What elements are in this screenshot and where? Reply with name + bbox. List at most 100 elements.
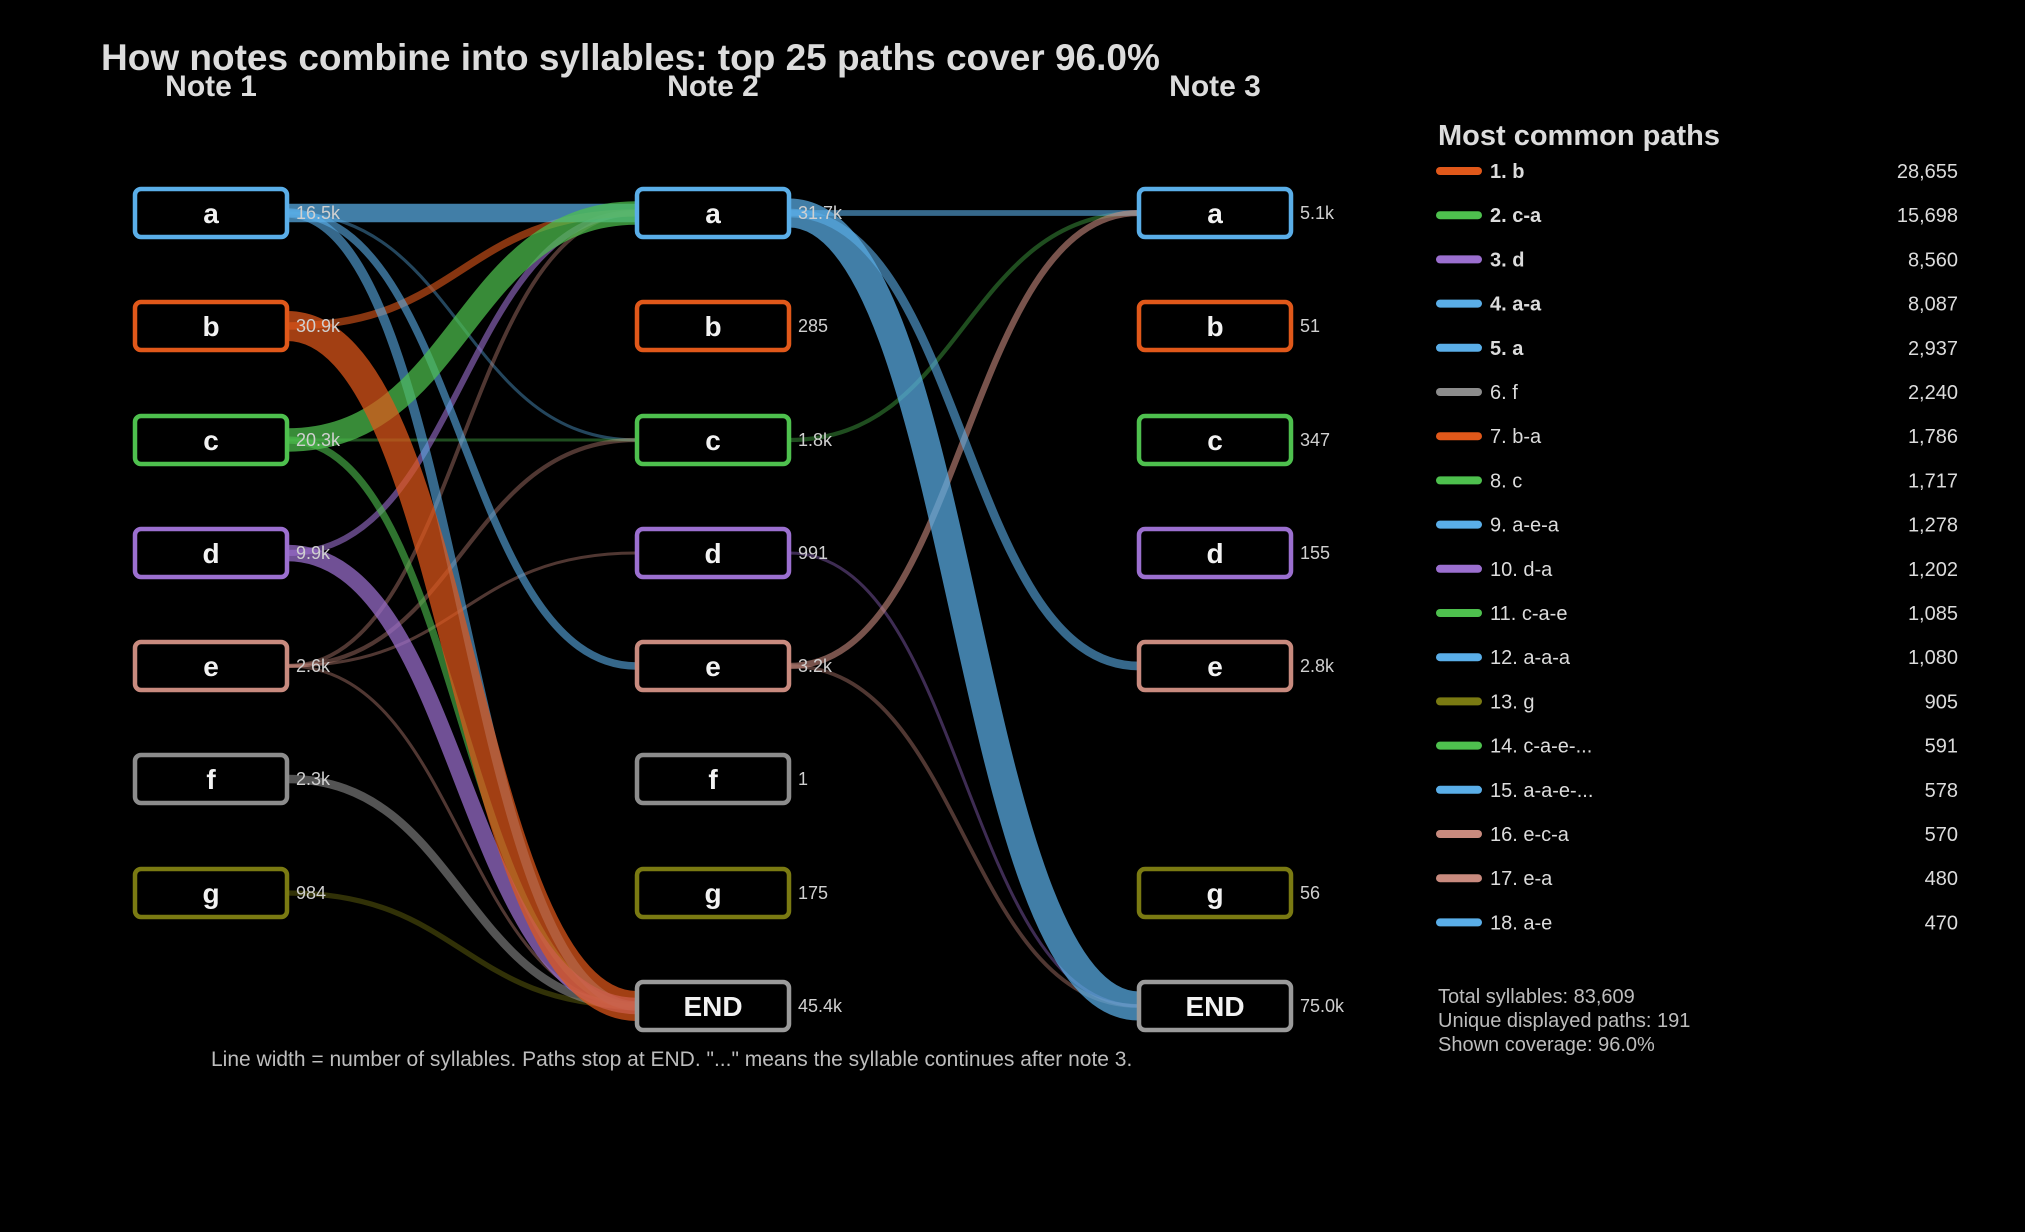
node-col2-c: c 1.8k	[634, 413, 833, 467]
node-label: f	[708, 764, 718, 795]
node-col1-a: a 16.5k	[132, 186, 341, 240]
node-count: 1.8k	[798, 430, 833, 450]
node-label: d	[704, 538, 721, 569]
legend-label: 4. a-a	[1490, 294, 1542, 316]
node-count: 45.4k	[798, 996, 843, 1016]
link-col2-c-to-a	[788, 210, 1140, 443]
legend-item: 5. a 2,937	[1436, 338, 1958, 360]
node-count: 16.5k	[296, 203, 341, 223]
node-col3-d: d 155	[1136, 526, 1330, 580]
node-label: e	[203, 651, 219, 682]
column-header-1: Note 1	[165, 70, 257, 103]
legend-item: 13. g 905	[1436, 691, 1958, 713]
link-col1-c-to-a	[286, 201, 638, 452]
node-label: e	[1207, 651, 1223, 682]
legend-value: 2,937	[1908, 338, 1958, 360]
legend-item: 15. a-a-e-... 578	[1436, 780, 1958, 802]
legend-label: 2. c-a	[1490, 205, 1542, 227]
node-col2-g: g 175	[634, 866, 828, 920]
node-count: 2.8k	[1300, 656, 1335, 676]
node-label: c	[705, 425, 721, 456]
legend: Most common paths 1. b 28,655 2. c-a 15,698…	[1436, 120, 1958, 934]
node-col3-b: b 51	[1136, 299, 1320, 353]
node-col2-e: e 3.2k	[634, 639, 833, 693]
node-count: 51	[1300, 316, 1320, 336]
column-header-3: Note 3	[1169, 70, 1261, 103]
legend-label: 14. c-a-e-...	[1490, 736, 1592, 758]
legend-label: 3. d	[1490, 249, 1524, 271]
legend-value: 1,080	[1908, 647, 1958, 669]
legend-value: 1,278	[1908, 515, 1958, 537]
legend-title: Most common paths	[1438, 120, 1720, 152]
node-box	[1136, 866, 1294, 920]
node-label: g	[202, 878, 219, 909]
legend-value: 1,786	[1908, 426, 1958, 448]
node-count: 9.9k	[296, 543, 331, 563]
legend-item: 2. c-a 15,698	[1436, 205, 1958, 227]
node-col3-END: END 75.0k	[1136, 979, 1345, 1033]
legend-item: 8. c 1,717	[1436, 470, 1958, 492]
node-label: g	[1206, 878, 1223, 909]
legend-item: 17. e-a 480	[1436, 868, 1958, 890]
node-label: d	[1206, 538, 1223, 569]
node-count: 2.3k	[296, 769, 331, 789]
legend-item: 6. f 2,240	[1436, 382, 1958, 404]
node-label: c	[1207, 425, 1223, 456]
node-box	[132, 639, 290, 693]
legend-item: 4. a-a 8,087	[1436, 294, 1958, 316]
legend-item: 7. b-a 1,786	[1436, 426, 1958, 448]
legend-label: 15. a-a-e-...	[1490, 780, 1593, 802]
node-col2-b: b 285	[634, 299, 828, 353]
node-count: 3.2k	[798, 656, 833, 676]
link-col1-b-to-END	[285, 311, 639, 1021]
node-col3-e: e 2.8k	[1136, 639, 1335, 693]
link-col2-e-to-END	[788, 664, 1140, 1008]
legend-value: 470	[1925, 912, 1958, 934]
legend-label: 8. c	[1490, 470, 1522, 492]
node-label: a	[1207, 198, 1223, 229]
node-box	[634, 866, 792, 920]
legend-label: 7. b-a	[1490, 426, 1542, 448]
node-col1-b: b 30.9k	[132, 299, 341, 353]
node-count: 155	[1300, 543, 1330, 563]
node-col3-a: a 5.1k	[1136, 186, 1335, 240]
legend-value: 28,655	[1897, 161, 1958, 183]
node-col3-c: c 347	[1136, 413, 1330, 467]
node-count: 285	[798, 316, 828, 336]
legend-value: 591	[1925, 736, 1958, 758]
legend-label: 16. e-c-a	[1490, 824, 1570, 846]
legend-item: 11. c-a-e 1,085	[1436, 603, 1958, 625]
node-count: 56	[1300, 883, 1320, 903]
legend-label: 11. c-a-e	[1490, 603, 1567, 625]
node-col2-d: d 991	[634, 526, 828, 580]
node-label: b	[1206, 311, 1223, 342]
node-col1-f: f 2.3k	[132, 752, 331, 806]
link-col1-a-to-e	[286, 209, 638, 670]
legend-value: 2,240	[1908, 382, 1958, 404]
legend-label: 1. b	[1490, 161, 1524, 183]
legend-value: 8,087	[1908, 294, 1958, 316]
link-col2-a-to-END	[787, 198, 1141, 1021]
node-box	[634, 752, 792, 806]
link-col1-d-to-a	[286, 209, 638, 557]
node-count: 31.7k	[798, 203, 843, 223]
legend-value: 8,560	[1908, 249, 1958, 271]
node-box	[132, 752, 290, 806]
legend-item: 18. a-e 470	[1436, 912, 1958, 934]
legend-item: 1. b 28,655	[1436, 161, 1958, 183]
node-box	[1136, 979, 1294, 1033]
legend-value: 15,698	[1897, 205, 1958, 227]
node-col1-g: g 984	[132, 866, 326, 920]
node-box	[1136, 299, 1294, 353]
node-count: 984	[296, 883, 326, 903]
legend-label: 5. a	[1490, 338, 1524, 360]
node-count: 30.9k	[296, 316, 341, 336]
node-count: 20.3k	[296, 430, 341, 450]
node-label: a	[203, 198, 219, 229]
legend-item: 16. e-c-a 570	[1436, 824, 1958, 846]
node-col3-g: g 56	[1136, 866, 1320, 920]
legend-label: 9. a-e-a	[1490, 515, 1560, 537]
node-label: c	[203, 425, 219, 456]
node-box	[1136, 526, 1294, 580]
